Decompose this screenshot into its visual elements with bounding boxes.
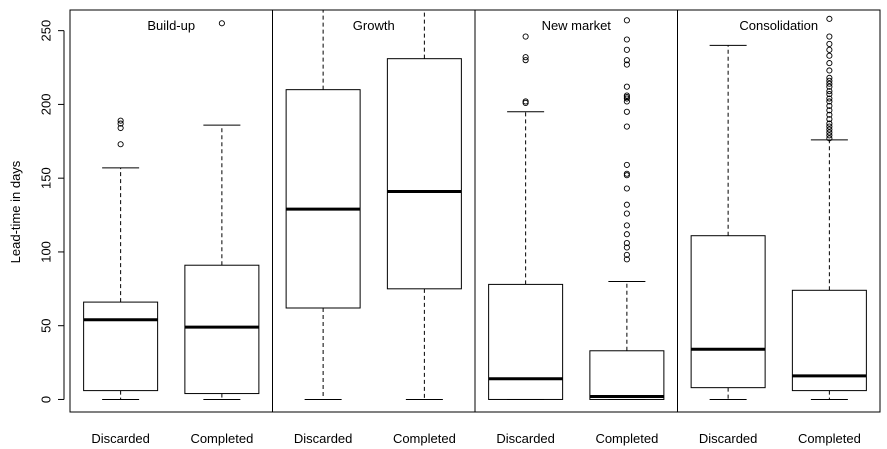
y-tick-label: 100 [39,241,54,263]
y-axis-title: Lead-time in days [8,160,23,263]
panel-label: Build-up [147,18,195,33]
outlier-point [623,210,630,217]
category-label: Completed [798,431,861,446]
outlier-point [826,60,833,67]
outlier-point [522,33,529,40]
outlier-point [623,17,630,24]
outlier-point [826,95,833,102]
panel-label: Consolidation [739,18,818,33]
iqr-box [386,58,462,290]
box-growth-discarded [285,10,361,400]
y-axis: 0 50 100 150 200 250 [39,20,65,403]
outlier-point [826,77,833,84]
outlier-point [623,170,630,177]
outlier-point [826,98,833,105]
outlier-point [826,132,833,139]
outlier-point [623,251,630,258]
y-tick-label: 0 [39,396,54,403]
panels-layer: Build-up Discarded Completed Growth Discarde… [69,9,881,446]
outlier-point [623,61,630,68]
iqr-box [184,264,260,395]
category-label: Completed [190,431,253,446]
outlier-point [623,240,630,247]
y-tick-label: 150 [39,167,54,189]
outlier-point [623,92,630,99]
outlier-point [826,83,833,90]
outlier-point [826,135,833,142]
category-label: Completed [393,431,456,446]
box-new-market-completed [589,17,665,400]
outlier-point [623,123,630,130]
outlier-point [826,88,833,95]
outlier-point [623,256,630,263]
outlier-point [522,57,529,64]
category-label: Discarded [699,431,758,446]
iqr-box [285,89,361,309]
iqr-box [83,301,159,392]
outlier-point [522,98,529,105]
outlier-point [623,244,630,251]
outlier-point [826,74,833,81]
outlier-point [623,36,630,43]
outlier-point [623,201,630,208]
panel-label: Growth [353,18,395,33]
category-label: Discarded [294,431,353,446]
outlier-point [826,40,833,47]
outlier-point [218,20,225,27]
outlier-point [826,129,833,136]
outlier-point [826,126,833,133]
outlier-point [117,117,124,124]
outlier-point [117,120,124,127]
outlier-point [623,161,630,168]
box-build-up-discarded [83,117,159,400]
outlier-point [826,120,833,127]
outlier-point [826,52,833,59]
iqr-box [791,289,867,392]
outlier-point [623,231,630,238]
y-tick-label: 200 [39,94,54,116]
box-build-up-completed [184,20,260,400]
outlier-point [826,15,833,22]
outlier-point [826,116,833,123]
category-label: Discarded [496,431,555,446]
outlier-point [826,91,833,98]
outlier-point [117,124,124,132]
outlier-point [623,98,630,105]
iqr-box [690,235,766,389]
outlier-point [623,185,630,192]
outlier-point [623,57,630,64]
outlier-point [826,102,833,109]
box-consolidation-discarded [690,44,766,400]
outlier-point [623,108,630,115]
iqr-box [488,283,564,400]
outlier-point [826,33,833,40]
panel-label: New market [542,18,612,33]
category-label: Discarded [91,431,150,446]
outlier-point [826,107,833,114]
outlier-point [826,80,833,87]
outlier-point [522,54,529,61]
outlier-point [623,46,630,53]
iqr-box [589,350,665,400]
y-tick-label: 250 [39,20,54,42]
box-growth-completed [386,10,462,400]
outlier-point [826,46,833,53]
box-consolidation-completed [791,15,867,400]
category-label: Completed [595,431,658,446]
outlier-point [623,222,630,229]
outlier-point [117,141,124,148]
outlier-point [826,67,833,74]
outlier-point [826,111,833,118]
box-new-market-discarded [488,33,564,400]
y-tick-label: 50 [39,318,54,332]
outlier-point [623,83,630,90]
outlier-point [826,123,833,130]
